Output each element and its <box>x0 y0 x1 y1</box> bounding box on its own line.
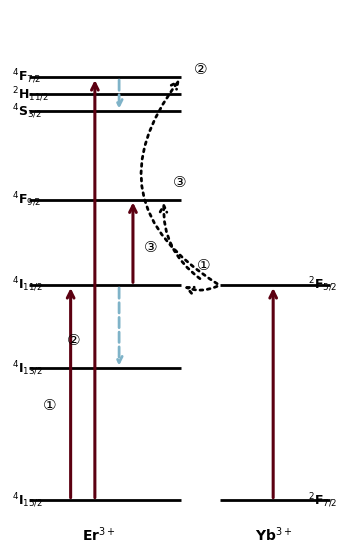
Text: ③: ③ <box>173 175 186 190</box>
Text: $^2$H$_{11/2}$: $^2$H$_{11/2}$ <box>12 85 49 103</box>
Text: $^4$F$_{7/2}$: $^4$F$_{7/2}$ <box>12 68 41 86</box>
FancyArrowPatch shape <box>160 206 200 278</box>
Text: $^4$F$_{9/2}$: $^4$F$_{9/2}$ <box>12 190 41 209</box>
Text: $^4$I$_{11/2}$: $^4$I$_{11/2}$ <box>12 276 43 294</box>
Text: ①: ① <box>197 258 211 273</box>
Text: $^4$S$_{3/2}$: $^4$S$_{3/2}$ <box>12 102 42 121</box>
Text: Yb$^{3+}$: Yb$^{3+}$ <box>254 525 292 544</box>
FancyArrowPatch shape <box>187 287 217 293</box>
Text: ②: ② <box>194 62 207 77</box>
Text: ②: ② <box>67 333 81 348</box>
FancyArrowPatch shape <box>141 82 217 284</box>
Text: ①: ① <box>43 398 57 412</box>
Text: ③: ③ <box>143 240 157 255</box>
Text: Er$^{3+}$: Er$^{3+}$ <box>82 525 115 544</box>
Text: $^2$F$_{7/2}$: $^2$F$_{7/2}$ <box>308 491 337 510</box>
Text: $^4$I$_{13/2}$: $^4$I$_{13/2}$ <box>12 359 43 377</box>
Text: $^4$I$_{15/2}$: $^4$I$_{15/2}$ <box>12 491 43 510</box>
Text: $^2$F$_{5/2}$: $^2$F$_{5/2}$ <box>308 276 337 294</box>
